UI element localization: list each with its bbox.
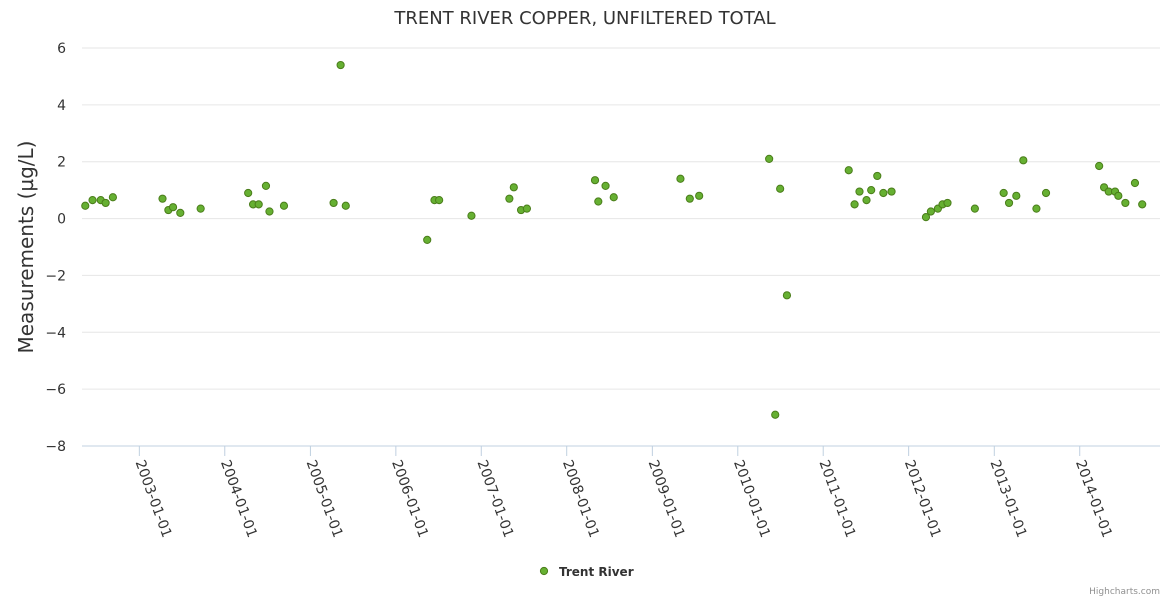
data-point[interactable]: [1019, 156, 1028, 165]
data-point[interactable]: [1130, 178, 1140, 188]
y-tick-label: 4: [57, 98, 66, 114]
chart-title: TRENT RIVER COPPER, UNFILTERED TOTAL: [393, 8, 775, 29]
y-tick-label: −8: [45, 439, 66, 455]
y-axis-ticks: 6 4 2 0 −2 −4 −6 −8: [45, 41, 66, 455]
data-point[interactable]: [999, 188, 1008, 198]
data-point[interactable]: [1138, 200, 1147, 209]
data-point[interactable]: [329, 198, 338, 208]
data-point[interactable]: [676, 174, 685, 183]
x-tick-label: 2007-01-01: [474, 458, 517, 540]
data-point[interactable]: [336, 60, 345, 70]
y-tick-label: −2: [45, 268, 66, 284]
data-point[interactable]: [1041, 188, 1051, 198]
data-point[interactable]: [921, 213, 931, 222]
data-point[interactable]: [855, 187, 864, 196]
data-point[interactable]: [850, 200, 859, 209]
x-axis: 2003-01-01 2004-01-01 2005-01-01 2006-01-01…: [132, 446, 1115, 540]
x-tick-label: 2012-01-01: [901, 458, 944, 540]
data-point[interactable]: [601, 181, 610, 190]
series-points: [81, 60, 1147, 419]
x-tick-label: 2008-01-01: [559, 458, 602, 540]
x-tick-label: 2009-01-01: [645, 458, 688, 540]
data-point[interactable]: [1121, 198, 1130, 208]
data-point[interactable]: [776, 184, 785, 193]
data-point[interactable]: [887, 187, 896, 196]
data-point[interactable]: [685, 194, 694, 203]
data-point[interactable]: [101, 198, 110, 208]
legend-marker: [539, 566, 549, 576]
data-point[interactable]: [1095, 161, 1104, 171]
data-point[interactable]: [879, 188, 888, 198]
x-tick-label: 2006-01-01: [388, 458, 431, 540]
x-tick-label: 2003-01-01: [132, 458, 175, 540]
x-tick-label: 2013-01-01: [987, 458, 1030, 540]
data-point[interactable]: [261, 181, 271, 190]
data-point[interactable]: [765, 154, 774, 163]
legend[interactable]: Trent River: [539, 565, 634, 579]
data-point[interactable]: [467, 211, 476, 220]
data-point[interactable]: [1004, 198, 1014, 208]
y-tick-label: −6: [45, 382, 66, 398]
y-tick-label: 0: [57, 212, 66, 228]
data-point[interactable]: [108, 193, 117, 202]
y-tick-label: 6: [57, 41, 66, 57]
data-point[interactable]: [176, 208, 185, 217]
data-point[interactable]: [862, 195, 871, 205]
data-point[interactable]: [609, 193, 618, 202]
data-point[interactable]: [265, 207, 274, 216]
data-point[interactable]: [196, 204, 205, 213]
data-point[interactable]: [873, 171, 882, 181]
data-point[interactable]: [254, 200, 263, 209]
data-point[interactable]: [505, 194, 514, 203]
x-tick-label: 2011-01-01: [815, 458, 858, 540]
data-point[interactable]: [423, 235, 432, 244]
data-point[interactable]: [1032, 204, 1041, 213]
y-tick-label: −4: [45, 325, 66, 341]
data-point[interactable]: [522, 204, 532, 213]
data-point[interactable]: [1114, 191, 1123, 200]
data-point[interactable]: [970, 204, 979, 213]
data-point[interactable]: [81, 201, 90, 210]
y-axis-label: Measurements (µg/L): [14, 141, 38, 354]
data-point[interactable]: [435, 195, 444, 205]
data-point[interactable]: [158, 194, 167, 203]
x-tick-label: 2005-01-01: [303, 458, 346, 540]
x-tick-label: 2010-01-01: [730, 458, 773, 540]
data-point[interactable]: [509, 183, 518, 192]
data-point[interactable]: [88, 195, 97, 205]
data-point[interactable]: [771, 410, 780, 419]
legend-item-trent-river[interactable]: Trent River: [559, 565, 634, 579]
data-point[interactable]: [279, 201, 289, 210]
data-point[interactable]: [943, 198, 952, 208]
data-point[interactable]: [1012, 191, 1021, 200]
y-tick-label: 2: [57, 155, 66, 171]
data-point[interactable]: [341, 201, 350, 210]
x-tick-label: 2014-01-01: [1072, 458, 1115, 540]
grid-lines: [82, 47, 1160, 447]
credits-link[interactable]: Highcharts.com: [1089, 587, 1160, 597]
data-point[interactable]: [844, 166, 853, 175]
data-point[interactable]: [594, 197, 603, 206]
data-point[interactable]: [590, 176, 600, 185]
data-point[interactable]: [168, 203, 178, 212]
data-point[interactable]: [695, 191, 704, 200]
data-point[interactable]: [926, 207, 935, 216]
data-point[interactable]: [867, 186, 876, 195]
data-point[interactable]: [244, 188, 253, 198]
data-point[interactable]: [782, 291, 792, 300]
x-tick-label: 2004-01-01: [217, 458, 260, 540]
